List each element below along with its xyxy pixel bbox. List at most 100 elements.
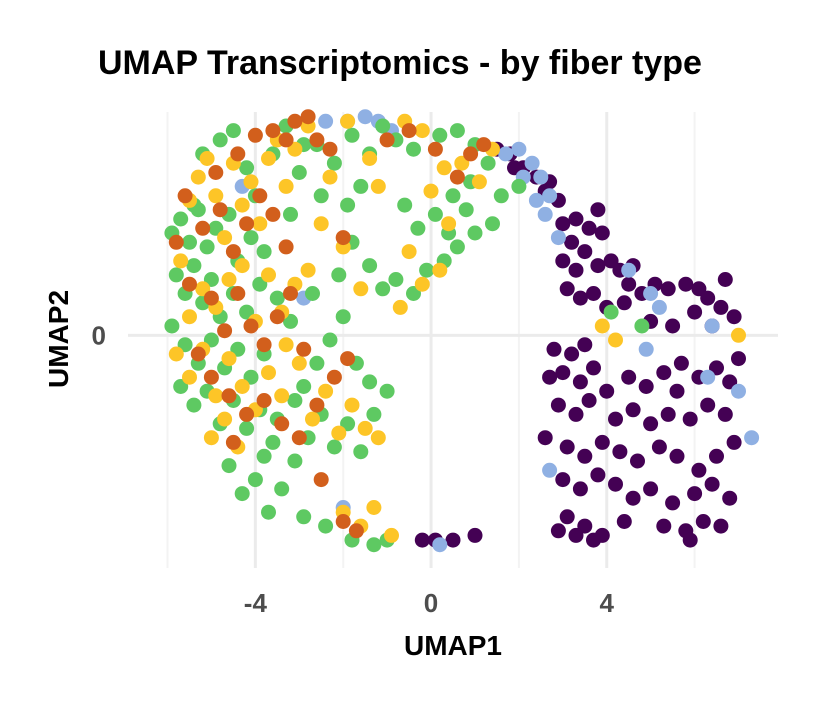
data-point [313,188,329,204]
data-point [449,239,465,255]
data-point [234,258,250,274]
data-point [322,141,338,157]
data-point [182,309,197,325]
data-point [656,365,672,381]
data-point [625,490,641,506]
data-point [296,379,312,394]
data-point [726,434,742,450]
data-point [208,165,224,180]
data-point [586,286,601,301]
data-point [247,127,263,143]
data-point [335,230,351,246]
data-point [700,369,716,385]
data-point [265,434,281,450]
data-point [542,369,558,385]
data-point [651,299,667,315]
data-point [256,393,272,408]
data-point [577,244,593,260]
data-point [581,393,597,408]
data-point [278,239,294,255]
data-point [608,332,623,348]
data-point [362,374,378,390]
data-point [454,155,470,171]
data-point [388,272,404,287]
data-point [537,430,553,446]
data-point [340,197,356,213]
data-point [586,360,601,376]
data-point [564,234,580,250]
data-point [353,281,369,297]
data-point [230,341,246,357]
data-point [243,230,259,246]
data-point [326,155,342,171]
data-point [643,416,659,432]
x-tick-label: -4 [244,588,268,618]
data-point [366,406,382,422]
data-point [533,169,549,185]
data-point [511,141,527,157]
data-point [608,476,623,492]
data-point [665,318,681,334]
data-point [283,286,298,301]
data-point [599,383,615,399]
data-point [168,267,184,283]
data-point [414,276,430,292]
data-point [217,323,233,339]
data-point [669,448,685,464]
data-point [621,276,637,292]
x-tick-label: 4 [599,588,614,618]
data-point [432,537,448,553]
data-point [309,132,325,148]
data-point [186,258,202,274]
data-point [265,123,281,139]
data-point [287,393,303,408]
data-point [656,518,672,534]
data-point [274,388,290,404]
data-point [638,341,654,357]
data-point [287,453,303,469]
data-point [318,383,334,399]
data-point [274,481,290,497]
data-point [744,430,760,446]
data-point [731,327,746,343]
data-point [340,416,356,432]
data-point [344,127,360,143]
data-point [182,276,197,292]
data-point [542,462,558,478]
data-point [590,202,606,218]
data-point [485,216,500,232]
data-points [164,109,760,553]
data-point [305,411,320,427]
data-point [537,206,553,222]
data-point [225,244,241,260]
data-point [177,188,193,204]
data-point [353,444,369,460]
data-point [164,318,180,334]
data-point [362,151,378,166]
data-point [678,276,694,292]
data-point [243,174,259,190]
data-point [704,318,720,334]
data-point [625,402,641,418]
data-point [203,290,219,306]
data-point [630,453,645,469]
data-point [555,216,571,232]
data-point [230,286,246,301]
data-point [577,337,593,353]
data-point [559,509,575,525]
data-point [731,383,746,399]
data-point [335,309,351,325]
data-point [709,448,724,464]
data-point [331,267,347,283]
data-point [392,299,408,315]
data-point [612,444,628,460]
data-point [225,434,241,450]
data-point [445,188,461,204]
data-point [313,216,329,232]
data-point [379,383,395,399]
data-point [682,532,698,548]
data-point [283,206,298,222]
data-point [695,514,711,529]
data-point [357,109,373,125]
data-point [168,234,184,250]
